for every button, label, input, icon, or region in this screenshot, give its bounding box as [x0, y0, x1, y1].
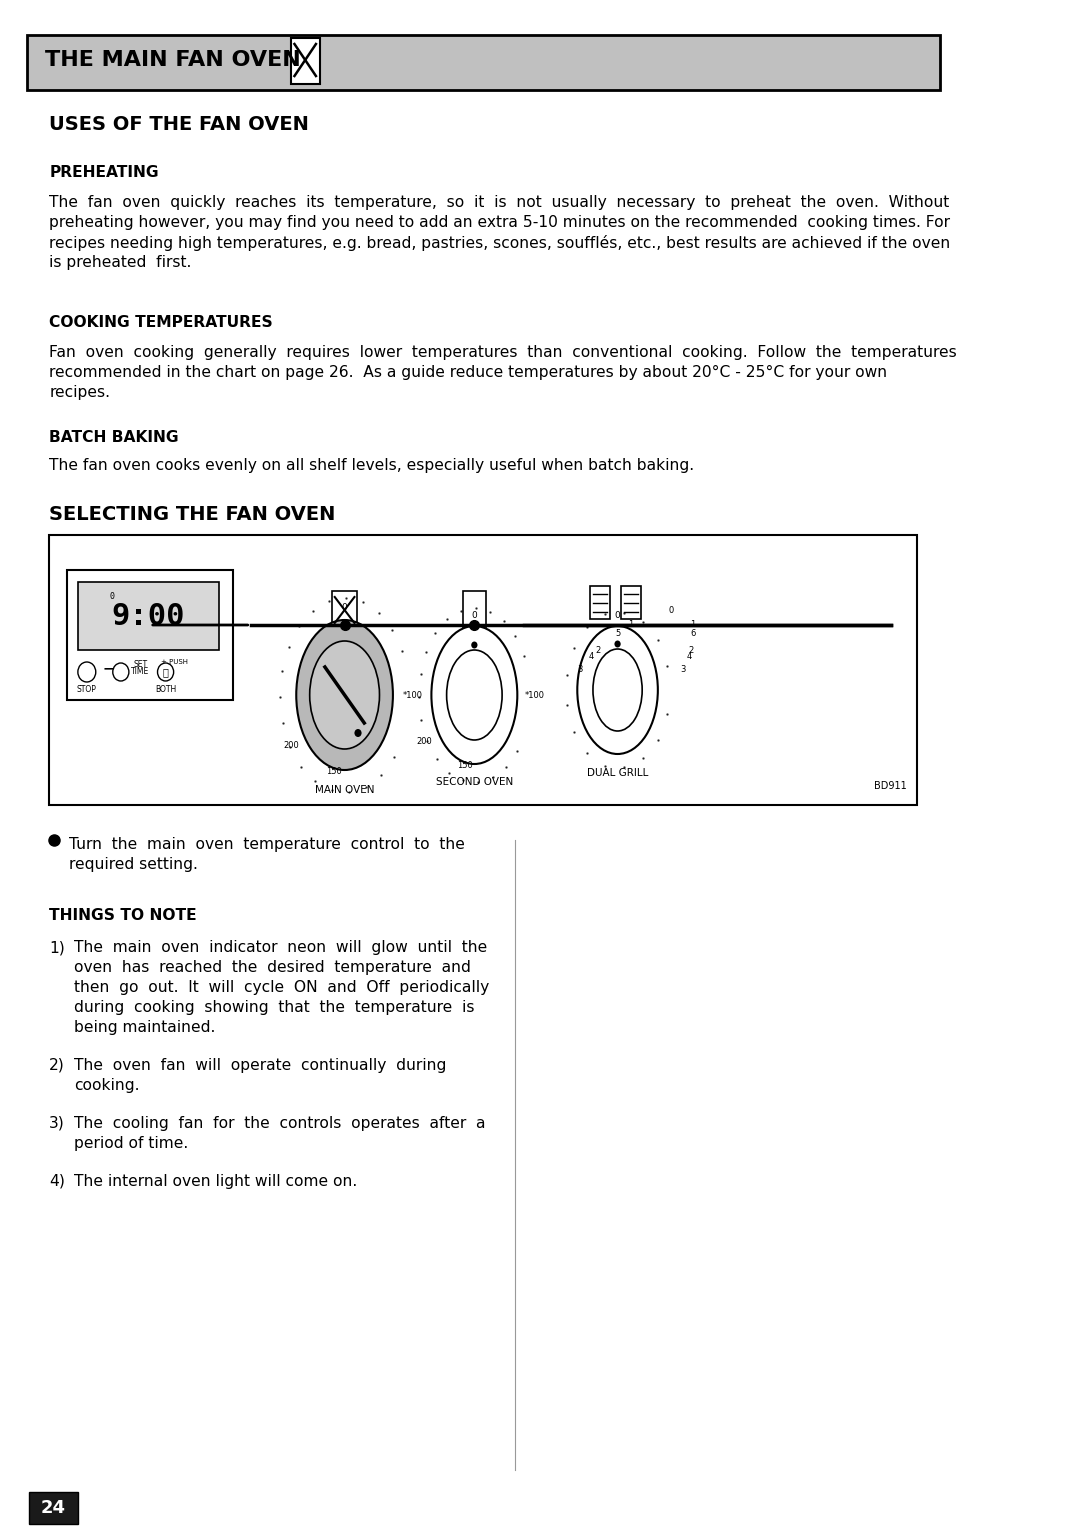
Text: SET: SET	[134, 660, 148, 669]
Text: SELECTING THE FAN OVEN: SELECTING THE FAN OVEN	[50, 504, 336, 524]
Text: required setting.: required setting.	[69, 857, 198, 872]
Text: COOKING TEMPERATURES: COOKING TEMPERATURES	[50, 315, 273, 330]
Text: 150: 150	[458, 761, 473, 770]
Text: The internal oven light will come on.: The internal oven light will come on.	[75, 1174, 357, 1189]
Text: MAIN OVEN: MAIN OVEN	[315, 785, 375, 795]
Text: BD911: BD911	[874, 781, 906, 792]
Text: BATCH BAKING: BATCH BAKING	[50, 429, 179, 445]
Text: ⌚: ⌚	[163, 668, 168, 677]
Ellipse shape	[296, 620, 393, 770]
Text: being maintained.: being maintained.	[75, 1021, 216, 1034]
Text: 3: 3	[680, 665, 686, 674]
Text: THE MAIN FAN OVEN: THE MAIN FAN OVEN	[44, 50, 300, 70]
Text: 3: 3	[577, 665, 582, 674]
Text: 0: 0	[341, 604, 348, 613]
Text: 5: 5	[615, 630, 620, 637]
FancyBboxPatch shape	[621, 587, 640, 619]
Text: The fan oven cooks evenly on all shelf levels, especially useful when batch baki: The fan oven cooks evenly on all shelf l…	[50, 458, 694, 474]
Text: 0: 0	[472, 611, 477, 620]
Text: Fan  oven  cooking  generally  requires  lower  temperatures  than  conventional: Fan oven cooking generally requires lowe…	[50, 345, 957, 361]
Text: + PUSH: + PUSH	[161, 659, 188, 665]
Text: The  main  oven  indicator  neon  will  glow  until  the: The main oven indicator neon will glow u…	[75, 940, 487, 955]
Text: 2): 2)	[50, 1057, 65, 1073]
Circle shape	[78, 662, 96, 681]
Text: The  oven  fan  will  operate  continually  during: The oven fan will operate continually du…	[75, 1057, 447, 1073]
FancyBboxPatch shape	[29, 1491, 78, 1523]
Circle shape	[615, 640, 621, 648]
Text: oven  has  reached  the  desired  temperature  and: oven has reached the desired temperature…	[75, 960, 471, 975]
Text: The  cooling  fan  for  the  controls  operates  after  a: The cooling fan for the controls operate…	[75, 1115, 486, 1131]
Circle shape	[471, 642, 477, 648]
Text: *100: *100	[525, 691, 544, 700]
Circle shape	[112, 663, 129, 681]
Circle shape	[354, 729, 362, 736]
Text: period of time.: period of time.	[75, 1135, 189, 1151]
Text: 4: 4	[686, 651, 691, 660]
Text: THINGS TO NOTE: THINGS TO NOTE	[50, 908, 197, 923]
Text: STOP: STOP	[77, 685, 97, 694]
Ellipse shape	[310, 642, 379, 749]
Text: cooking.: cooking.	[75, 1077, 139, 1093]
Text: 200: 200	[417, 736, 432, 746]
FancyBboxPatch shape	[78, 582, 219, 649]
FancyBboxPatch shape	[50, 535, 917, 805]
Text: Turn  the  main  oven  temperature  control  to  the: Turn the main oven temperature control t…	[69, 837, 464, 853]
Text: 0: 0	[615, 611, 620, 620]
Ellipse shape	[431, 626, 517, 764]
Text: then  go  out.  It  will  cycle  ON  and  Off  periodically: then go out. It will cycle ON and Off pe…	[75, 979, 489, 995]
Text: The  fan  oven  quickly  reaches  its  temperature,  so  it  is  not  usually  n: The fan oven quickly reaches its tempera…	[50, 196, 949, 209]
Circle shape	[158, 663, 174, 681]
Text: recommended in the chart on page 26.  As a guide reduce temperatures by about 20: recommended in the chart on page 26. As …	[50, 365, 888, 380]
FancyBboxPatch shape	[590, 587, 609, 619]
Text: 2: 2	[595, 645, 600, 654]
Text: 24: 24	[41, 1499, 66, 1517]
Text: DUAL GRILL: DUAL GRILL	[586, 769, 648, 778]
FancyBboxPatch shape	[67, 570, 232, 700]
Text: SECOND OVEN: SECOND OVEN	[435, 778, 513, 787]
Text: 0: 0	[669, 605, 674, 614]
Text: 4: 4	[589, 651, 594, 660]
Text: 2: 2	[688, 645, 693, 654]
Text: recipes needing high temperatures, e.g. bread, pastries, scones, soufflés, etc.,: recipes needing high temperatures, e.g. …	[50, 235, 950, 251]
Text: 4): 4)	[50, 1174, 65, 1189]
Text: recipes.: recipes.	[50, 385, 110, 400]
Text: 6: 6	[691, 630, 697, 637]
FancyBboxPatch shape	[27, 35, 940, 90]
Text: TIME: TIME	[132, 666, 150, 675]
Ellipse shape	[593, 649, 643, 730]
Text: 1: 1	[629, 620, 633, 630]
FancyBboxPatch shape	[291, 38, 320, 84]
FancyBboxPatch shape	[462, 591, 486, 630]
Text: BOTH: BOTH	[154, 685, 176, 694]
Text: 150: 150	[326, 767, 341, 776]
Text: PREHEATING: PREHEATING	[50, 165, 159, 180]
Text: *100: *100	[403, 691, 422, 700]
Text: 1: 1	[690, 620, 696, 630]
Text: 1): 1)	[50, 940, 65, 955]
FancyBboxPatch shape	[332, 591, 357, 630]
Text: during  cooking  showing  that  the  temperature  is: during cooking showing that the temperat…	[75, 999, 475, 1015]
Text: 0: 0	[109, 591, 114, 601]
Text: 200: 200	[283, 741, 299, 750]
Text: is preheated  first.: is preheated first.	[50, 255, 191, 270]
Ellipse shape	[578, 626, 658, 753]
Text: −: −	[103, 662, 114, 675]
Ellipse shape	[447, 649, 502, 740]
Text: 9:00: 9:00	[112, 602, 186, 631]
Text: 3): 3)	[50, 1115, 65, 1131]
Text: preheating however, you may find you need to add an extra 5-10 minutes on the re: preheating however, you may find you nee…	[50, 215, 950, 231]
Text: USES OF THE FAN OVEN: USES OF THE FAN OVEN	[50, 115, 309, 134]
